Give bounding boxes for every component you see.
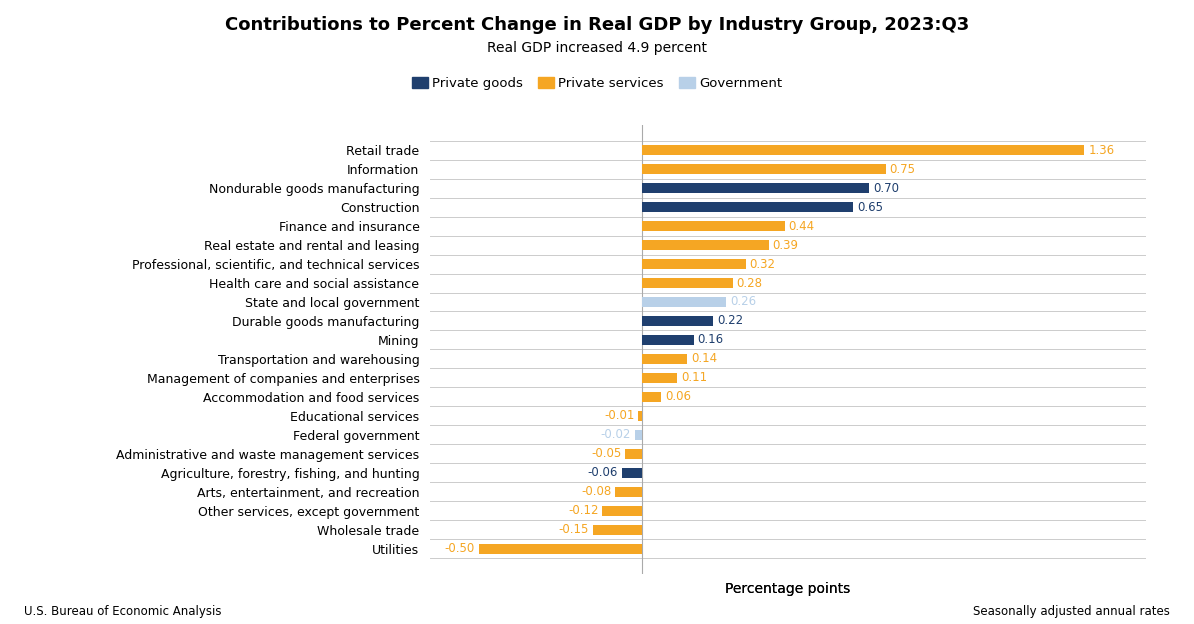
- Text: -0.08: -0.08: [581, 485, 611, 499]
- Bar: [592, 525, 641, 535]
- Text: 0.16: 0.16: [697, 333, 724, 346]
- Bar: [641, 202, 854, 212]
- Text: Real GDP increased 4.9 percent: Real GDP increased 4.9 percent: [487, 41, 707, 54]
- Text: Contributions to Percent Change in Real GDP by Industry Group, 2023:Q3: Contributions to Percent Change in Real …: [224, 16, 970, 34]
- Bar: [641, 278, 733, 288]
- Text: 0.11: 0.11: [682, 371, 707, 384]
- Text: -0.05: -0.05: [591, 447, 621, 461]
- Bar: [641, 145, 1084, 155]
- Bar: [641, 335, 694, 345]
- Text: 0.22: 0.22: [718, 314, 743, 328]
- Text: 0.06: 0.06: [665, 391, 691, 403]
- Bar: [641, 392, 661, 402]
- Bar: [641, 164, 886, 174]
- Bar: [641, 259, 746, 269]
- Text: Seasonally adjusted annual rates: Seasonally adjusted annual rates: [973, 605, 1170, 618]
- Bar: [641, 373, 677, 383]
- Bar: [641, 221, 784, 231]
- Text: 0.14: 0.14: [691, 353, 718, 366]
- Text: 0.26: 0.26: [730, 296, 756, 308]
- Text: Percentage points: Percentage points: [726, 582, 850, 596]
- Text: 0.28: 0.28: [737, 276, 763, 290]
- Text: 0.70: 0.70: [873, 182, 899, 195]
- X-axis label: Percentage points: Percentage points: [726, 582, 850, 597]
- Bar: [479, 544, 641, 553]
- Bar: [641, 297, 726, 307]
- Text: -0.06: -0.06: [587, 466, 618, 479]
- Text: 1.36: 1.36: [1088, 144, 1114, 157]
- Text: 0.44: 0.44: [789, 220, 814, 233]
- Bar: [639, 411, 641, 421]
- Text: U.S. Bureau of Economic Analysis: U.S. Bureau of Economic Analysis: [24, 605, 221, 618]
- Text: 0.65: 0.65: [857, 200, 884, 213]
- Text: -0.12: -0.12: [568, 504, 598, 517]
- Bar: [622, 468, 641, 478]
- Bar: [641, 316, 713, 326]
- Text: -0.01: -0.01: [604, 409, 634, 422]
- Bar: [615, 487, 641, 497]
- Bar: [641, 240, 769, 250]
- Text: 0.75: 0.75: [890, 163, 916, 175]
- Text: -0.15: -0.15: [559, 524, 589, 536]
- Bar: [626, 449, 641, 459]
- Bar: [603, 506, 641, 515]
- Text: 0.39: 0.39: [773, 238, 799, 251]
- Text: -0.50: -0.50: [444, 542, 475, 555]
- Bar: [641, 354, 687, 364]
- Legend: Private goods, Private services, Government: Private goods, Private services, Governm…: [406, 72, 788, 95]
- Bar: [635, 430, 641, 440]
- Text: -0.02: -0.02: [601, 428, 632, 441]
- Text: 0.32: 0.32: [750, 258, 776, 271]
- Bar: [641, 183, 869, 193]
